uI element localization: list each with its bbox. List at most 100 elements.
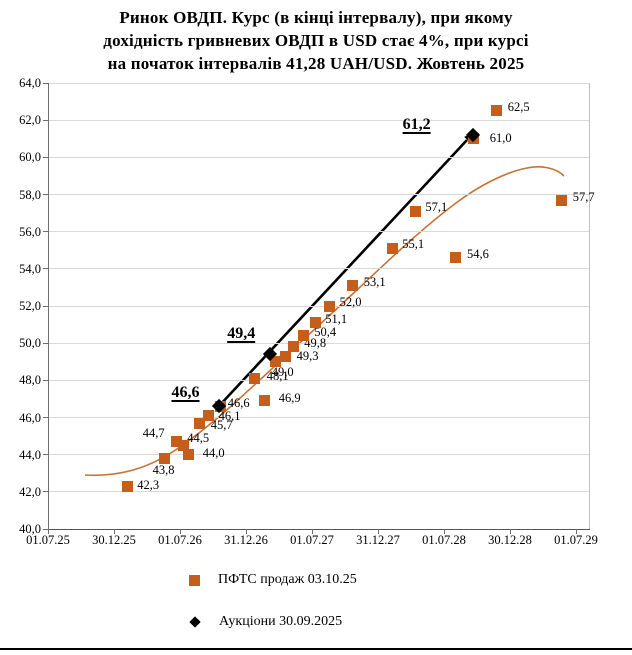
pfts-point-label: 42,3 [137,478,160,493]
x-axis-tick [246,529,247,534]
y-axis-label: 56,0 [19,224,41,239]
pfts-point-label: 49,0 [271,364,294,379]
pfts-point [203,410,215,422]
y-axis-label: 64,0 [19,76,41,90]
x-axis-tick [312,529,313,534]
y-gridline [48,156,589,158]
pfts-point-label: 48,1 [266,369,289,384]
y-axis-label: 52,0 [19,299,41,313]
auction-point-label: 46,6 [171,384,200,402]
pfts-point [159,452,171,464]
y-axis-label: 62,0 [19,113,41,128]
pfts-point-label: 51,1 [325,311,348,326]
y-axis-tick [43,342,48,344]
x-axis-label: 01.07.27 [290,533,334,547]
pfts-point [194,417,206,429]
y-axis-label: 44,0 [19,447,41,462]
pfts-point-label: 54,6 [467,246,489,261]
y-axis-tick [43,268,48,270]
y-gridline [48,305,589,307]
pfts-point [121,480,133,492]
pfts-point-label: 57,1 [425,200,448,215]
chart-title-line2: дохідність гривневих ОВДП в USD стає 4%,… [103,31,529,50]
y-axis-label: 58,0 [19,187,41,202]
x-axis-tick [510,529,511,534]
pfts-point [309,317,321,329]
chart-title-line3: на початок інтервалів 41,28 UAH/USD. Жов… [107,54,525,73]
pfts-point-label: 57,7 [572,190,595,205]
x-axis-label: 31.12.26 [224,533,268,547]
y-axis-tick [43,379,48,381]
x-axis-label: 01.07.25 [26,533,70,547]
x-axis-label: 01.07.26 [158,533,202,547]
y-gridline [48,119,589,121]
pfts-point-label: 43,8 [152,463,175,478]
y-axis-tick [43,454,48,456]
pfts-square-icon [189,574,200,586]
y-axis-tick [43,491,48,493]
pfts-point [270,356,282,368]
pfts-point-label: 49,3 [296,349,319,364]
pfts-point-label: 49,8 [304,335,327,350]
x-axis-tick [180,529,181,534]
y-axis-tick [43,156,48,158]
y-gridline [48,342,589,344]
y-gridline [48,491,589,493]
chart-title: Ринок ОВДП. Курс (в кінці інтервалу), пр… [0,6,632,75]
pfts-point-label: 61,0 [489,130,512,145]
pfts-point [297,330,309,342]
y-gridline [48,379,589,381]
x-axis-label: 30.12.25 [92,533,136,547]
pfts-point-label: 44,7 [142,425,165,440]
x-axis-label: 31.12.27 [356,533,400,547]
y-gridline [48,268,589,270]
y-gridline [48,417,589,418]
pfts-point [259,395,271,407]
y-axis-label: 54,0 [19,261,41,276]
pfts-point-label: 46,1 [218,408,241,423]
auction-point-label: 49,4 [227,325,256,343]
pfts-point-label: 62,5 [507,99,530,114]
legend-item-auctions: Аукціони 30.09.2025 [189,614,342,630]
y-axis-label: 40,0 [19,522,41,536]
y-axis-tick [43,417,48,418]
pfts-point [409,205,421,217]
x-axis-tick [444,529,445,534]
y-axis-tick [43,528,48,530]
pfts-point [386,242,398,254]
pfts-point [556,194,568,206]
pfts-point [491,105,503,117]
pfts-point [183,449,195,461]
y-axis-line [48,83,49,529]
bottom-border-rule [0,648,632,650]
x-axis-tick [576,529,577,534]
pfts-point [287,341,299,353]
x-axis-line [48,529,590,530]
pfts-point-label: 46,9 [278,390,301,405]
plot-right-border [589,83,590,529]
chart-title-line1: Ринок ОВДП. Курс (в кінці інтервалу), пр… [119,8,513,27]
x-axis-tick [48,529,49,534]
y-axis-label: 60,0 [19,150,41,165]
x-axis-tick [114,529,115,534]
pfts-point-label: 45,7 [210,418,233,433]
y-axis-label: 48,0 [19,373,41,388]
pfts-point [249,372,261,384]
auction-trend-arrow-line [218,139,468,407]
x-axis-label: 30.12.28 [488,533,532,547]
pfts-point-label: 44,0 [202,445,225,460]
pfts-point-label: 46,6 [227,396,250,411]
pfts-point-label: 52,0 [339,295,362,309]
y-gridline [48,231,589,233]
x-axis-label: 01.07.28 [422,533,466,547]
pfts-point [171,436,183,448]
pfts-point-label: 44,5 [187,431,210,446]
pfts-point-label: 50,4 [314,324,337,339]
legend-item-pfts: ПФТС продаж 03.10.25 [189,572,357,588]
y-gridline [48,194,589,195]
auction-diamond-icon [189,616,201,628]
legend-label-auctions: Аукціони 30.09.2025 [219,614,343,629]
pfts-point [324,300,336,312]
y-axis-tick [43,82,48,84]
